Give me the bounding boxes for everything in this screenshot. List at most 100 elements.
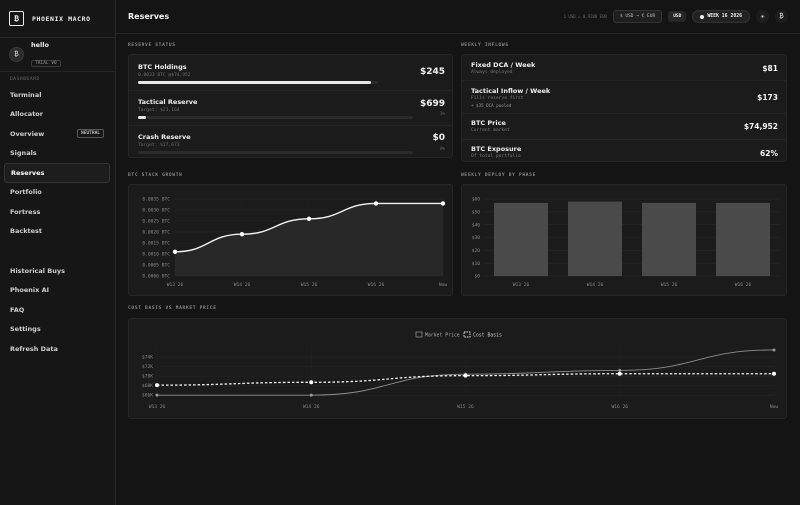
sidebar-item-settings[interactable]: Settings (0, 320, 110, 340)
inflow-sub: + $35 DCA pooled (471, 103, 512, 108)
exchange-rate: 1 USD = 0.9200 EUR (563, 14, 607, 19)
inflow-sub: Of total portfolio (471, 154, 521, 159)
data-point (155, 393, 159, 397)
bar (493, 202, 549, 276)
reserve-progress (138, 116, 413, 119)
inflow-value: $81 (762, 64, 778, 73)
x-tick-label: W15 26 (301, 282, 318, 288)
data-point (618, 368, 622, 372)
cost-basis-chart: $74K $72K $70K $68K $66K W13 26 W14 26 W15 26 W1… (142, 331, 779, 410)
reserve-sub: Target: $17,673 (138, 143, 180, 148)
area-fill (175, 203, 443, 276)
reserve-name: BTC Holdings (138, 63, 187, 71)
sidebar-item-historical-buys[interactable]: Historical Buys (0, 261, 110, 281)
y-tick-label: 0.0020 BTC (142, 230, 170, 236)
reserve-value: $0 (432, 133, 445, 143)
inflow-sub: Always deployed (471, 70, 513, 75)
deploy-chart: $60 $50 $40 $30 $20 $10 $0 W13 26 W14 26 W15 26 W1… (472, 197, 780, 288)
sidebar: ₿ PHOENIX MACRO ₿ hello TRIAL V0 DASHBOA… (0, 0, 116, 505)
sidebar-item-label: Historical Buys (10, 266, 65, 275)
bar (567, 201, 623, 276)
sidebar-item-label: FAQ (10, 305, 25, 314)
reserve-progress (138, 81, 378, 84)
data-point (239, 232, 245, 237)
stack-growth-chart: 0.0035 BTC 0.0030 BTC 0.0025 BTC 0.0020 BTC… (142, 197, 448, 288)
sidebar-item-label: Settings (10, 325, 41, 334)
bitcoin-logo-icon: ₿ (9, 11, 24, 26)
sidebar-item-faq[interactable]: FAQ (0, 300, 110, 320)
bitcoin-icon[interactable]: ₿ (775, 10, 788, 23)
live-dot-icon (700, 14, 705, 19)
currency-toggle-button[interactable]: $ USD → € EUR (612, 10, 663, 23)
y-tick-label: $30 (472, 235, 481, 241)
y-tick-label: $40 (472, 222, 481, 228)
brand[interactable]: ₿ PHOENIX MACRO (0, 0, 115, 38)
data-point (463, 373, 468, 378)
legend-label: Market Price (425, 333, 460, 339)
inflow-sub: Current market (471, 128, 510, 133)
y-tick-label: $74K (142, 355, 153, 361)
x-tick-label: W16 26 (611, 404, 628, 410)
sidebar-item-fortress[interactable]: Fortress (0, 202, 110, 222)
data-point (309, 380, 314, 385)
sidebar-item-refresh-data[interactable]: Refresh Data (0, 339, 110, 359)
deploy-title: WEEKLY DEPLOY BY PHASE (461, 173, 537, 178)
data-point (309, 393, 313, 397)
sidebar-item-label: Phoenix AI (10, 286, 50, 295)
sun-icon[interactable]: ☀ (756, 10, 769, 23)
data-point (440, 201, 446, 206)
y-tick-label: 0.0030 BTC (142, 208, 170, 214)
y-tick-label: $68K (142, 383, 153, 389)
data-point (772, 348, 776, 352)
y-tick-label: $10 (472, 261, 481, 267)
sidebar-item-phoenix-ai[interactable]: Phoenix AI (0, 281, 110, 301)
reserve-progress-fill (138, 116, 147, 119)
sidebar-item-terminal[interactable]: Terminal (0, 85, 110, 105)
y-tick-label: 0.0015 BTC (142, 241, 170, 247)
y-tick-label: $66K (142, 393, 153, 399)
page-title: Reserves (128, 12, 170, 21)
y-tick-label: $20 (472, 248, 481, 254)
y-tick-label: $60 (472, 197, 481, 203)
y-tick-label: 0.0035 BTC (142, 197, 170, 203)
sidebar-item-allocator[interactable]: Allocator (0, 105, 110, 125)
sidebar-item-overview[interactable]: Overview NEUTRAL (0, 124, 110, 144)
sidebar-nav: Terminal Allocator Overview NEUTRAL Signa… (0, 85, 115, 359)
inflow-value: $173 (757, 93, 778, 102)
legend-label: Cost Basis (473, 333, 502, 339)
reserve-value: $699 (419, 99, 445, 109)
reserve-sub: Target: $21,164 (138, 108, 180, 113)
x-tick-label: W14 26 (303, 404, 320, 410)
sidebar-item-label: Backtest (10, 227, 43, 236)
y-tick-label: $70K (142, 374, 153, 380)
legend-swatch (463, 331, 471, 338)
sidebar-item-label: Allocator (10, 110, 43, 119)
sidebar-item-backtest[interactable]: Backtest (0, 222, 110, 242)
stack-growth-title: BTC STACK GROWTH (128, 173, 183, 178)
week-indicator: WEEK 16 2026 (692, 10, 750, 23)
user-card[interactable]: ₿ hello TRIAL V0 (0, 38, 115, 72)
sidebar-item-label: Overview (10, 129, 45, 138)
inflow-name: BTC Exposure (471, 145, 522, 153)
inflow-name: BTC Price (471, 119, 506, 127)
x-tick-label: W15 26 (661, 282, 678, 288)
sidebar-item-reserves[interactable]: Reserves (4, 163, 110, 183)
x-tick-label: Now (439, 282, 448, 288)
sidebar-item-label: Signals (10, 149, 37, 158)
currency-select[interactable]: USD (668, 11, 687, 22)
sidebar-item-signals[interactable]: Signals (0, 144, 110, 164)
sidebar-item-portfolio[interactable]: Portfolio (0, 183, 110, 203)
data-point (306, 216, 312, 221)
inflow-name: Fixed DCA / Week (471, 61, 536, 69)
cost-basis-title: COST BASIS VS MARKET PRICE (128, 306, 217, 311)
inflow-name: Tactical Inflow / Week (471, 87, 551, 95)
x-tick-label: Now (770, 404, 779, 410)
reserve-sub: 0.0033 BTC @$74,952 (138, 73, 191, 78)
deploy-panel: $60 $50 $40 $30 $20 $10 $0 W13 26 W14 26 W15 26 W1… (461, 184, 787, 296)
brand-name: PHOENIX MACRO (32, 14, 91, 23)
x-tick-label: W16 26 (368, 282, 385, 288)
y-tick-label: 0.0010 BTC (142, 252, 170, 258)
weekly-inflows-panel: Fixed DCA / Week Always deployed $81 Tac… (461, 54, 787, 162)
data-point (155, 383, 159, 388)
reserve-status-panel: BTC Holdings 0.0033 BTC @$74,952 $245 Ta… (128, 54, 453, 158)
